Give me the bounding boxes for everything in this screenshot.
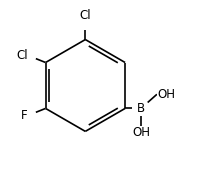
Text: OH: OH [157,88,175,101]
Text: Cl: Cl [16,49,28,62]
Text: F: F [21,109,28,122]
Text: OH: OH [132,126,150,139]
Text: B: B [137,102,145,115]
Text: Cl: Cl [80,9,91,22]
